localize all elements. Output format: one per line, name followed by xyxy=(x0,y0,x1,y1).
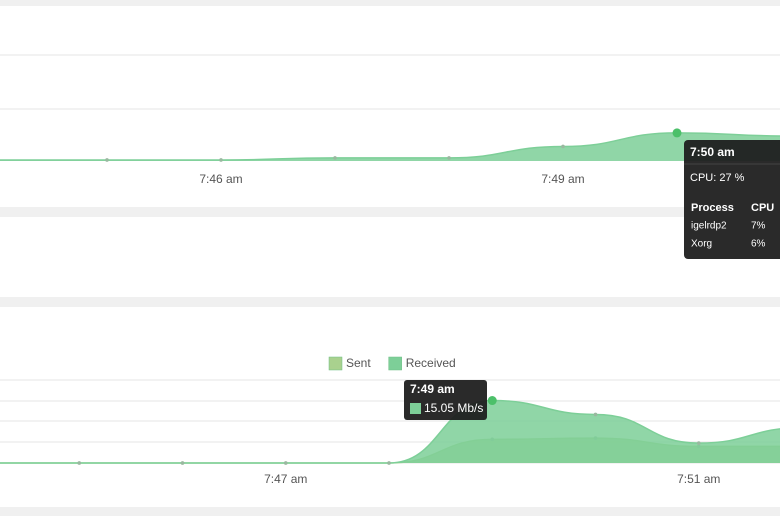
tooltip-cell: Xorg xyxy=(691,239,712,250)
tooltip-cell: igelrdp2 xyxy=(691,221,727,232)
point xyxy=(105,158,109,162)
point xyxy=(77,461,82,465)
tooltip-header: Process xyxy=(691,202,734,214)
point xyxy=(487,396,497,406)
x-tick-label: 7:49 am xyxy=(541,172,584,186)
area xyxy=(0,132,780,161)
tooltip-cell: 6% xyxy=(751,239,766,250)
x-tick-label: 7:51 am xyxy=(677,472,720,486)
point xyxy=(672,128,682,138)
point xyxy=(387,461,391,465)
legend-swatch xyxy=(328,356,343,371)
area xyxy=(0,400,780,463)
tooltip-title: 7:50 am xyxy=(690,145,735,159)
point xyxy=(561,144,565,149)
tooltip xyxy=(684,140,780,259)
line xyxy=(0,399,780,464)
panel-border xyxy=(0,507,780,516)
x-tick-label: 7:46 am xyxy=(199,172,242,186)
tooltip-value: 15.05 Mb/s xyxy=(424,401,483,415)
panel-border xyxy=(0,297,780,307)
x-tick-label: 7:47 am xyxy=(264,472,307,486)
point xyxy=(593,412,598,417)
point xyxy=(696,441,701,445)
point xyxy=(447,156,451,160)
legend-label: Sent xyxy=(346,356,371,370)
point xyxy=(333,156,337,160)
legend-label: Received xyxy=(406,356,456,370)
point xyxy=(283,461,288,465)
point xyxy=(180,461,185,465)
tooltip-header: CPU xyxy=(751,202,774,214)
tooltip-cell: 7% xyxy=(751,221,766,232)
panel-border xyxy=(0,207,780,217)
legend-swatch xyxy=(388,356,402,371)
panel-border xyxy=(0,0,780,6)
tooltip-title: 7:49 am xyxy=(410,382,455,396)
point xyxy=(219,158,223,162)
line xyxy=(0,132,780,161)
tooltip-summary: CPU: 27 % xyxy=(690,172,745,184)
tooltip xyxy=(404,380,487,420)
tooltip-swatch xyxy=(410,403,421,414)
